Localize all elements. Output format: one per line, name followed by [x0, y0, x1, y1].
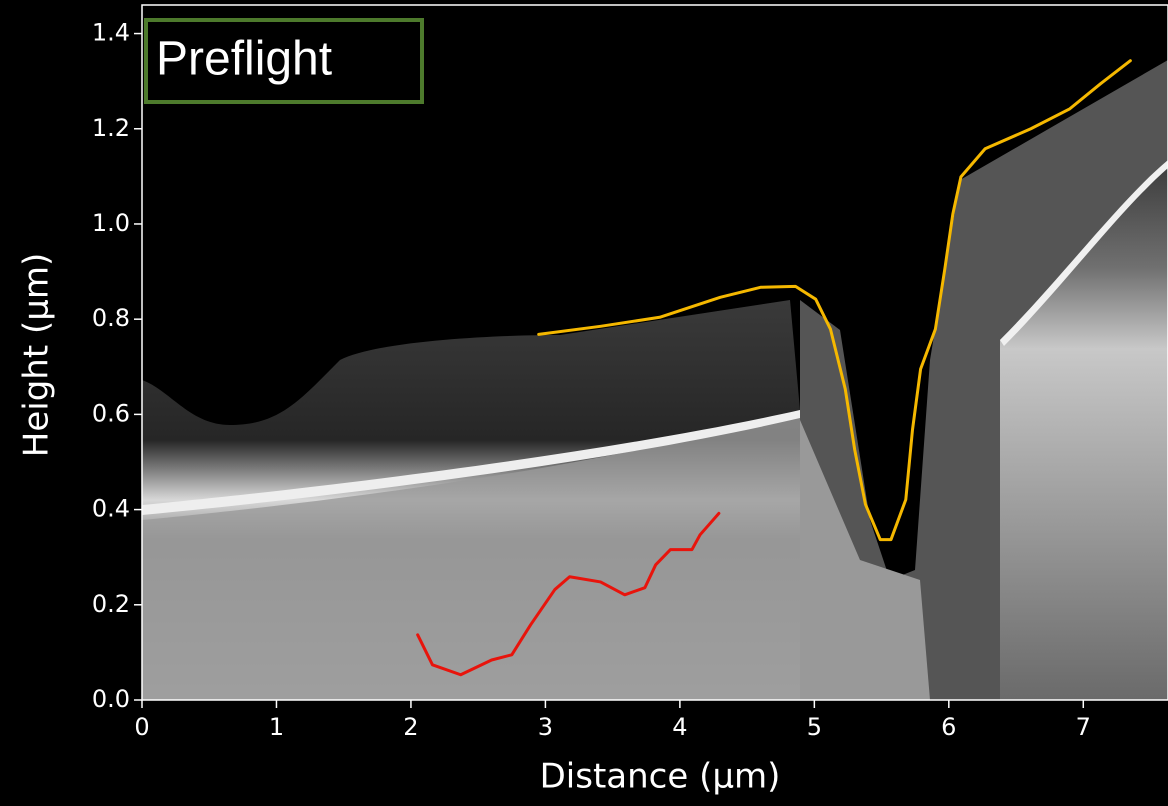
x-tick-label: 7	[1076, 713, 1091, 741]
x-tick-label: 3	[538, 713, 553, 741]
y-tick-label: 0.6	[92, 399, 130, 427]
x-tick-label: 2	[403, 713, 418, 741]
x-tick-label: 6	[941, 713, 956, 741]
x-tick-label: 1	[269, 713, 284, 741]
annotation: Preflight	[156, 33, 332, 86]
y-tick-label: 0.0	[92, 685, 130, 713]
x-tick-label: 0	[134, 713, 149, 741]
y-tick-label: 0.8	[92, 304, 130, 332]
annotation-box	[144, 18, 424, 104]
x-tick-label: 4	[672, 713, 687, 741]
trace-line	[416, 511, 721, 677]
x-axis-label: Distance (μm)	[540, 757, 781, 797]
y-axis-label: Height (μm)	[17, 253, 57, 457]
y-tick-label: 1.4	[92, 19, 130, 47]
y-tick-label: 0.2	[92, 590, 130, 618]
y-tick-label: 1.0	[92, 209, 130, 237]
plot-frame	[141, 4, 1168, 701]
x-tick-label: 5	[807, 713, 822, 741]
y-tick-label: 1.2	[92, 114, 130, 142]
oct-scan	[142, 5, 1168, 700]
trace-line	[537, 59, 1132, 542]
y-tick-label: 0.4	[92, 495, 130, 523]
